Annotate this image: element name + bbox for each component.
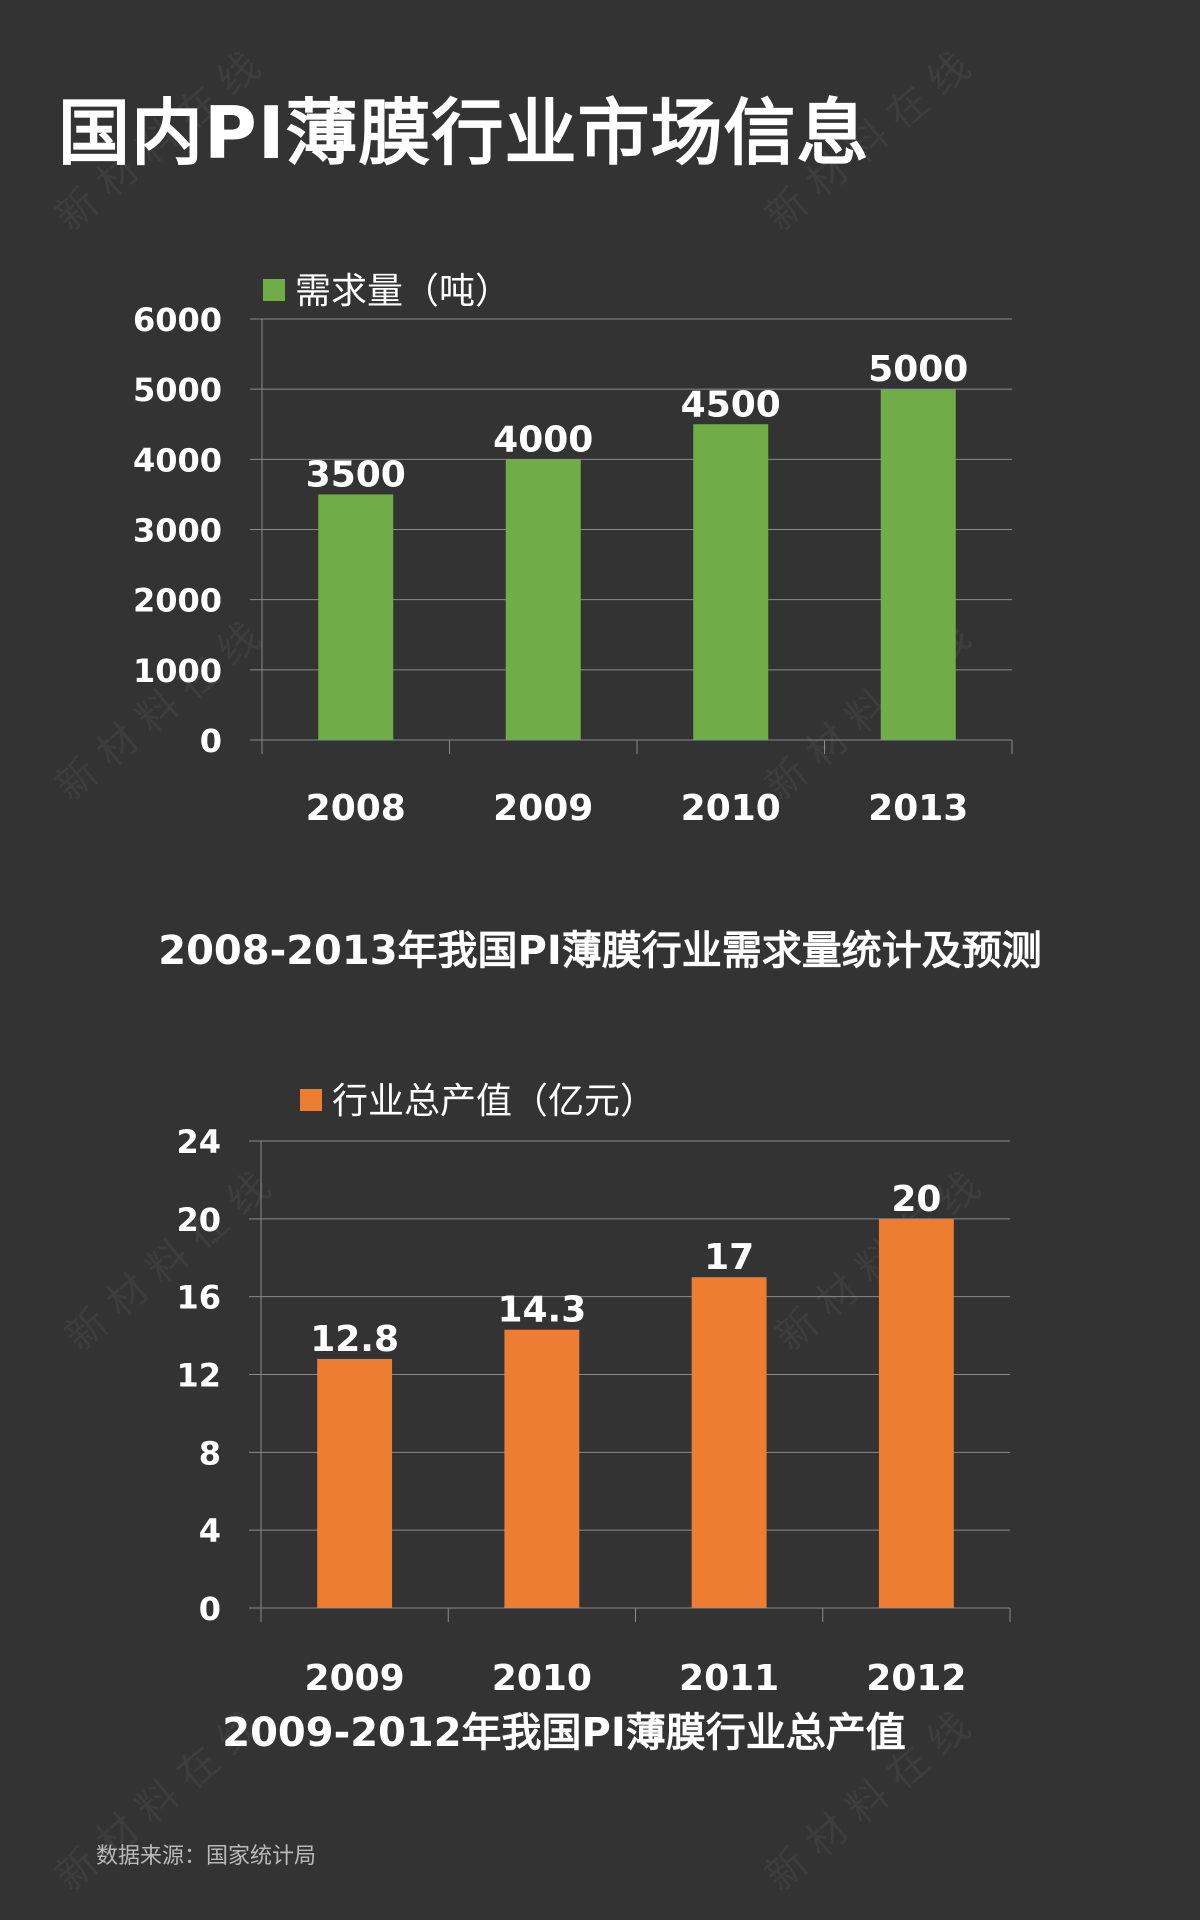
x-tick-label: 2009 [493,788,593,829]
data-label: 17 [704,1237,754,1278]
y-tick-label: 16 [176,1279,221,1317]
bar-2012 [878,1218,954,1608]
data-label: 4000 [493,419,593,460]
y-tick-label: 1000 [133,652,222,690]
x-tick-label: 2009 [305,1658,405,1699]
y-tick-label: 12 [176,1357,221,1395]
legend-swatch [300,1089,322,1111]
x-tick-label: 2008 [306,788,406,829]
x-tick-label: 2010 [492,1658,592,1699]
x-tick-label: 2011 [679,1658,779,1699]
bar-2008 [318,494,394,740]
y-tick-label: 4 [199,1512,221,1550]
legend-swatch [263,279,285,301]
bar-2009 [317,1358,393,1608]
legend-label: 需求量（吨） [295,271,511,312]
page-title: 国内PI薄膜行业市场信息 [58,91,870,175]
x-tick-label: 2013 [868,788,968,829]
y-tick-label: 6000 [133,301,222,339]
data-label: 12.8 [310,1319,399,1360]
data-label: 5000 [868,349,968,390]
y-tick-label: 8 [199,1434,221,1472]
data-label: 20 [891,1179,941,1220]
data-label: 3500 [306,454,406,495]
y-tick-label: 5000 [133,371,222,409]
x-tick-label: 2012 [866,1658,966,1699]
bar-2011 [691,1277,767,1608]
data-label: 14.3 [497,1290,586,1331]
bar-2013 [880,389,956,740]
y-tick-label: 4000 [133,441,222,479]
y-tick-label: 20 [176,1201,221,1239]
legend-label: 行业总产值（亿元） [332,1081,656,1122]
y-tick-label: 0 [199,1590,221,1628]
y-tick-label: 24 [176,1123,221,1161]
y-tick-label: 0 [200,722,222,760]
y-tick-label: 3000 [133,512,222,550]
bar-2010 [504,1329,580,1608]
data-label: 4500 [681,384,781,425]
y-tick-label: 2000 [133,582,222,620]
bar-2010 [693,424,769,740]
chart1-title: 2008-2013年我国PI薄膜行业需求量统计及预测 [158,928,1042,974]
bar-2009 [505,459,581,740]
chart2-title: 2009-2012年我国PI薄膜行业总产值 [222,1710,906,1756]
x-tick-label: 2010 [681,788,781,829]
data-source: 数据来源：国家统计局 [96,1844,317,1869]
